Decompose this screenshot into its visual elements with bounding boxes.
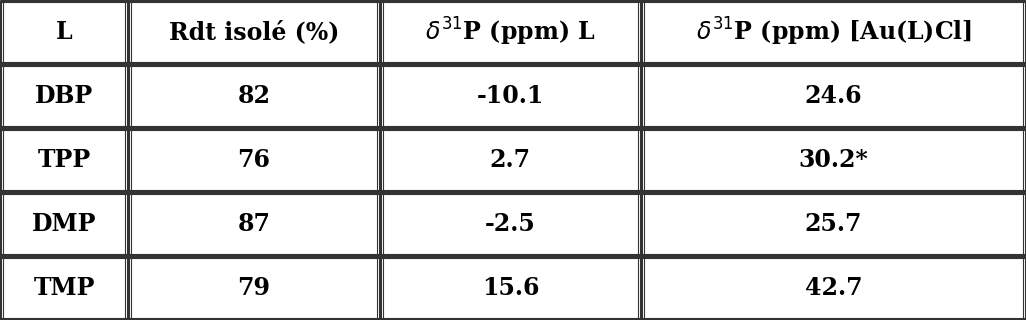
Bar [128,256,380,320]
Bar [0,128,128,192]
Bar [641,256,1026,320]
Bar [380,192,641,256]
Bar [641,128,1026,192]
Bar [128,192,380,256]
Bar [0,256,128,320]
Bar [128,0,380,64]
Text: 30.2*: 30.2* [799,148,868,172]
Text: 76: 76 [237,148,271,172]
Text: $\delta^{31}$P (ppm) [Au(L)Cl]: $\delta^{31}$P (ppm) [Au(L)Cl] [696,16,972,48]
Text: TMP: TMP [34,276,94,300]
Text: 24.6: 24.6 [804,84,863,108]
Text: 15.6: 15.6 [481,276,540,300]
Bar [128,64,380,128]
Bar [0,64,128,128]
Text: DBP: DBP [35,84,93,108]
Bar [641,64,1026,128]
Text: 42.7: 42.7 [804,276,863,300]
Text: DMP: DMP [32,212,96,236]
Text: -10.1: -10.1 [477,84,544,108]
Text: $\delta^{31}$P (ppm) L: $\delta^{31}$P (ppm) L [425,16,596,48]
Bar [641,192,1026,256]
Text: TPP: TPP [38,148,90,172]
Bar [380,256,641,320]
Text: 87: 87 [237,212,271,236]
Text: 82: 82 [237,84,271,108]
Bar [380,64,641,128]
Bar [380,0,641,64]
Bar [0,192,128,256]
Text: -2.5: -2.5 [485,212,536,236]
Text: 25.7: 25.7 [804,212,863,236]
Text: Rdt isolé (%): Rdt isolé (%) [168,20,340,44]
Text: 79: 79 [237,276,271,300]
Bar [641,0,1026,64]
Text: 2.7: 2.7 [489,148,531,172]
Bar [0,0,128,64]
Text: L: L [55,20,73,44]
Bar [380,128,641,192]
Bar [128,128,380,192]
